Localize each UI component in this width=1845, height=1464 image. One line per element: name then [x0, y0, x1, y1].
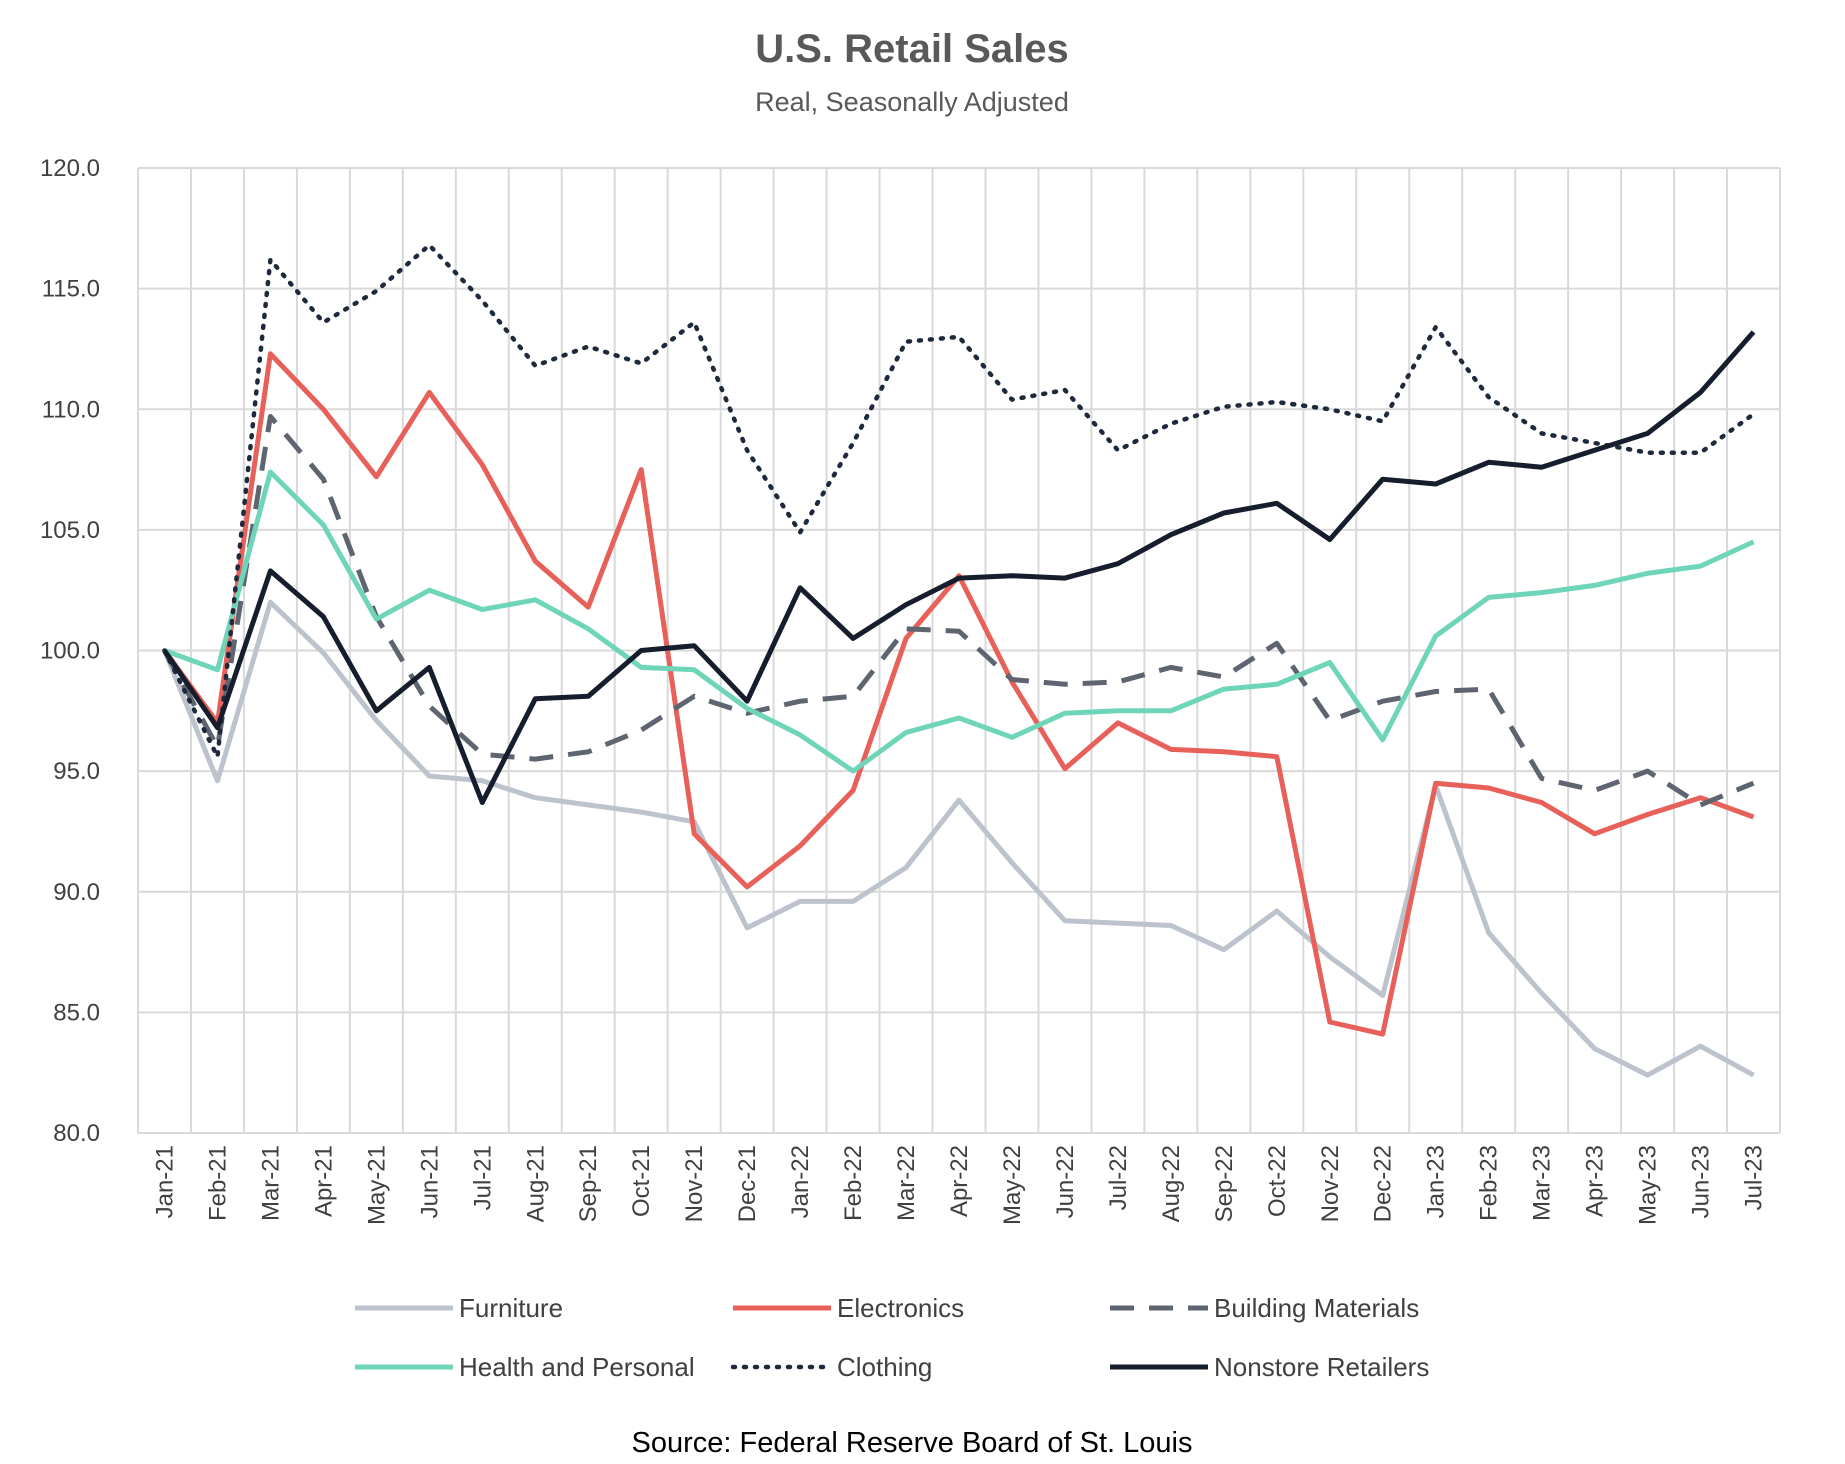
y-tick-label: 90.0 [53, 879, 100, 906]
x-tick-label: Apr-22 [946, 1145, 973, 1217]
x-tick-label: Mar-23 [1529, 1145, 1556, 1221]
x-tick-label: Feb-23 [1476, 1145, 1503, 1221]
series-line-clothing [162, 242, 1756, 759]
x-tick-label: Nov-21 [681, 1145, 708, 1222]
series-line-nonstore-retailers [162, 330, 1756, 805]
legend-label-building-materials: Building Materials [1214, 1293, 1419, 1323]
x-tick-label: Jan-23 [1423, 1145, 1450, 1218]
x-tick-label: Oct-21 [628, 1145, 655, 1217]
x-tick-label: Mar-21 [257, 1145, 284, 1221]
x-tick-label: Feb-21 [204, 1145, 231, 1221]
y-tick-label: 105.0 [40, 517, 100, 544]
x-tick-label: Jun-21 [416, 1145, 443, 1218]
legend-label-nonstore-retailers: Nonstore Retailers [1214, 1352, 1429, 1382]
series-line-furniture [162, 599, 1755, 1078]
legend-label-electronics: Electronics [837, 1293, 964, 1323]
x-tick-label: Sep-21 [575, 1145, 602, 1222]
y-tick-label: 110.0 [42, 396, 100, 423]
gridlines [137, 167, 1781, 1134]
series-lines [162, 242, 1756, 1078]
x-tick-label: Jan-22 [787, 1145, 814, 1218]
y-axis-ticks: 120.0 115.0 110.0 105.0 100.0 95.0 90.0 85.0 80.… [40, 155, 100, 1147]
x-tick-label: Jul-23 [1741, 1145, 1768, 1210]
x-tick-label: Jul-22 [1105, 1145, 1132, 1210]
legend: Furniture Electronics Building Materials He… [355, 1293, 1429, 1382]
y-tick-label: 85.0 [53, 999, 100, 1026]
x-tick-label: Apr-23 [1582, 1145, 1609, 1217]
x-tick-label: May-23 [1635, 1145, 1662, 1225]
x-tick-label: Aug-21 [522, 1145, 549, 1222]
x-tick-label: Feb-22 [840, 1145, 867, 1221]
y-tick-label: 80.0 [53, 1120, 100, 1147]
y-tick-label: 120.0 [40, 155, 100, 182]
x-tick-label: Jun-22 [1052, 1145, 1079, 1218]
x-tick-label: May-21 [363, 1145, 390, 1225]
x-tick-label: Jun-23 [1688, 1145, 1715, 1218]
x-tick-label: Jul-21 [469, 1145, 496, 1210]
series-line-building-materials [162, 414, 1755, 808]
x-tick-label: Oct-22 [1264, 1145, 1291, 1217]
chart-title: U.S. Retail Sales [755, 27, 1068, 71]
x-tick-label: May-22 [999, 1145, 1026, 1225]
x-tick-label: Apr-21 [310, 1145, 337, 1217]
x-tick-label: Dec-21 [734, 1145, 761, 1222]
x-tick-label: Nov-22 [1317, 1145, 1344, 1222]
x-tick-label: Sep-22 [1211, 1145, 1238, 1222]
chart-subtitle: Real, Seasonally Adjusted [755, 87, 1069, 117]
y-tick-label: 100.0 [40, 638, 100, 665]
source-note: Source: Federal Reserve Board of St. Lou… [632, 1427, 1193, 1459]
y-tick-label: 115.0 [42, 276, 100, 303]
x-tick-label: Jan-21 [151, 1145, 178, 1218]
series-line-health-and-personal [163, 469, 1755, 774]
x-tick-label: Mar-22 [893, 1145, 920, 1221]
x-axis-ticks: Jan-21 Feb-21 Mar-21 Apr-21 May-21 Jun-21 Jul-… [151, 1145, 1767, 1225]
y-tick-label: 95.0 [53, 758, 100, 785]
x-tick-label: Dec-22 [1370, 1145, 1397, 1222]
x-tick-label: Aug-22 [1158, 1145, 1185, 1222]
legend-label-furniture: Furniture [459, 1293, 563, 1323]
legend-label-clothing: Clothing [837, 1352, 932, 1382]
legend-label-health-and-personal: Health and Personal [459, 1352, 695, 1382]
